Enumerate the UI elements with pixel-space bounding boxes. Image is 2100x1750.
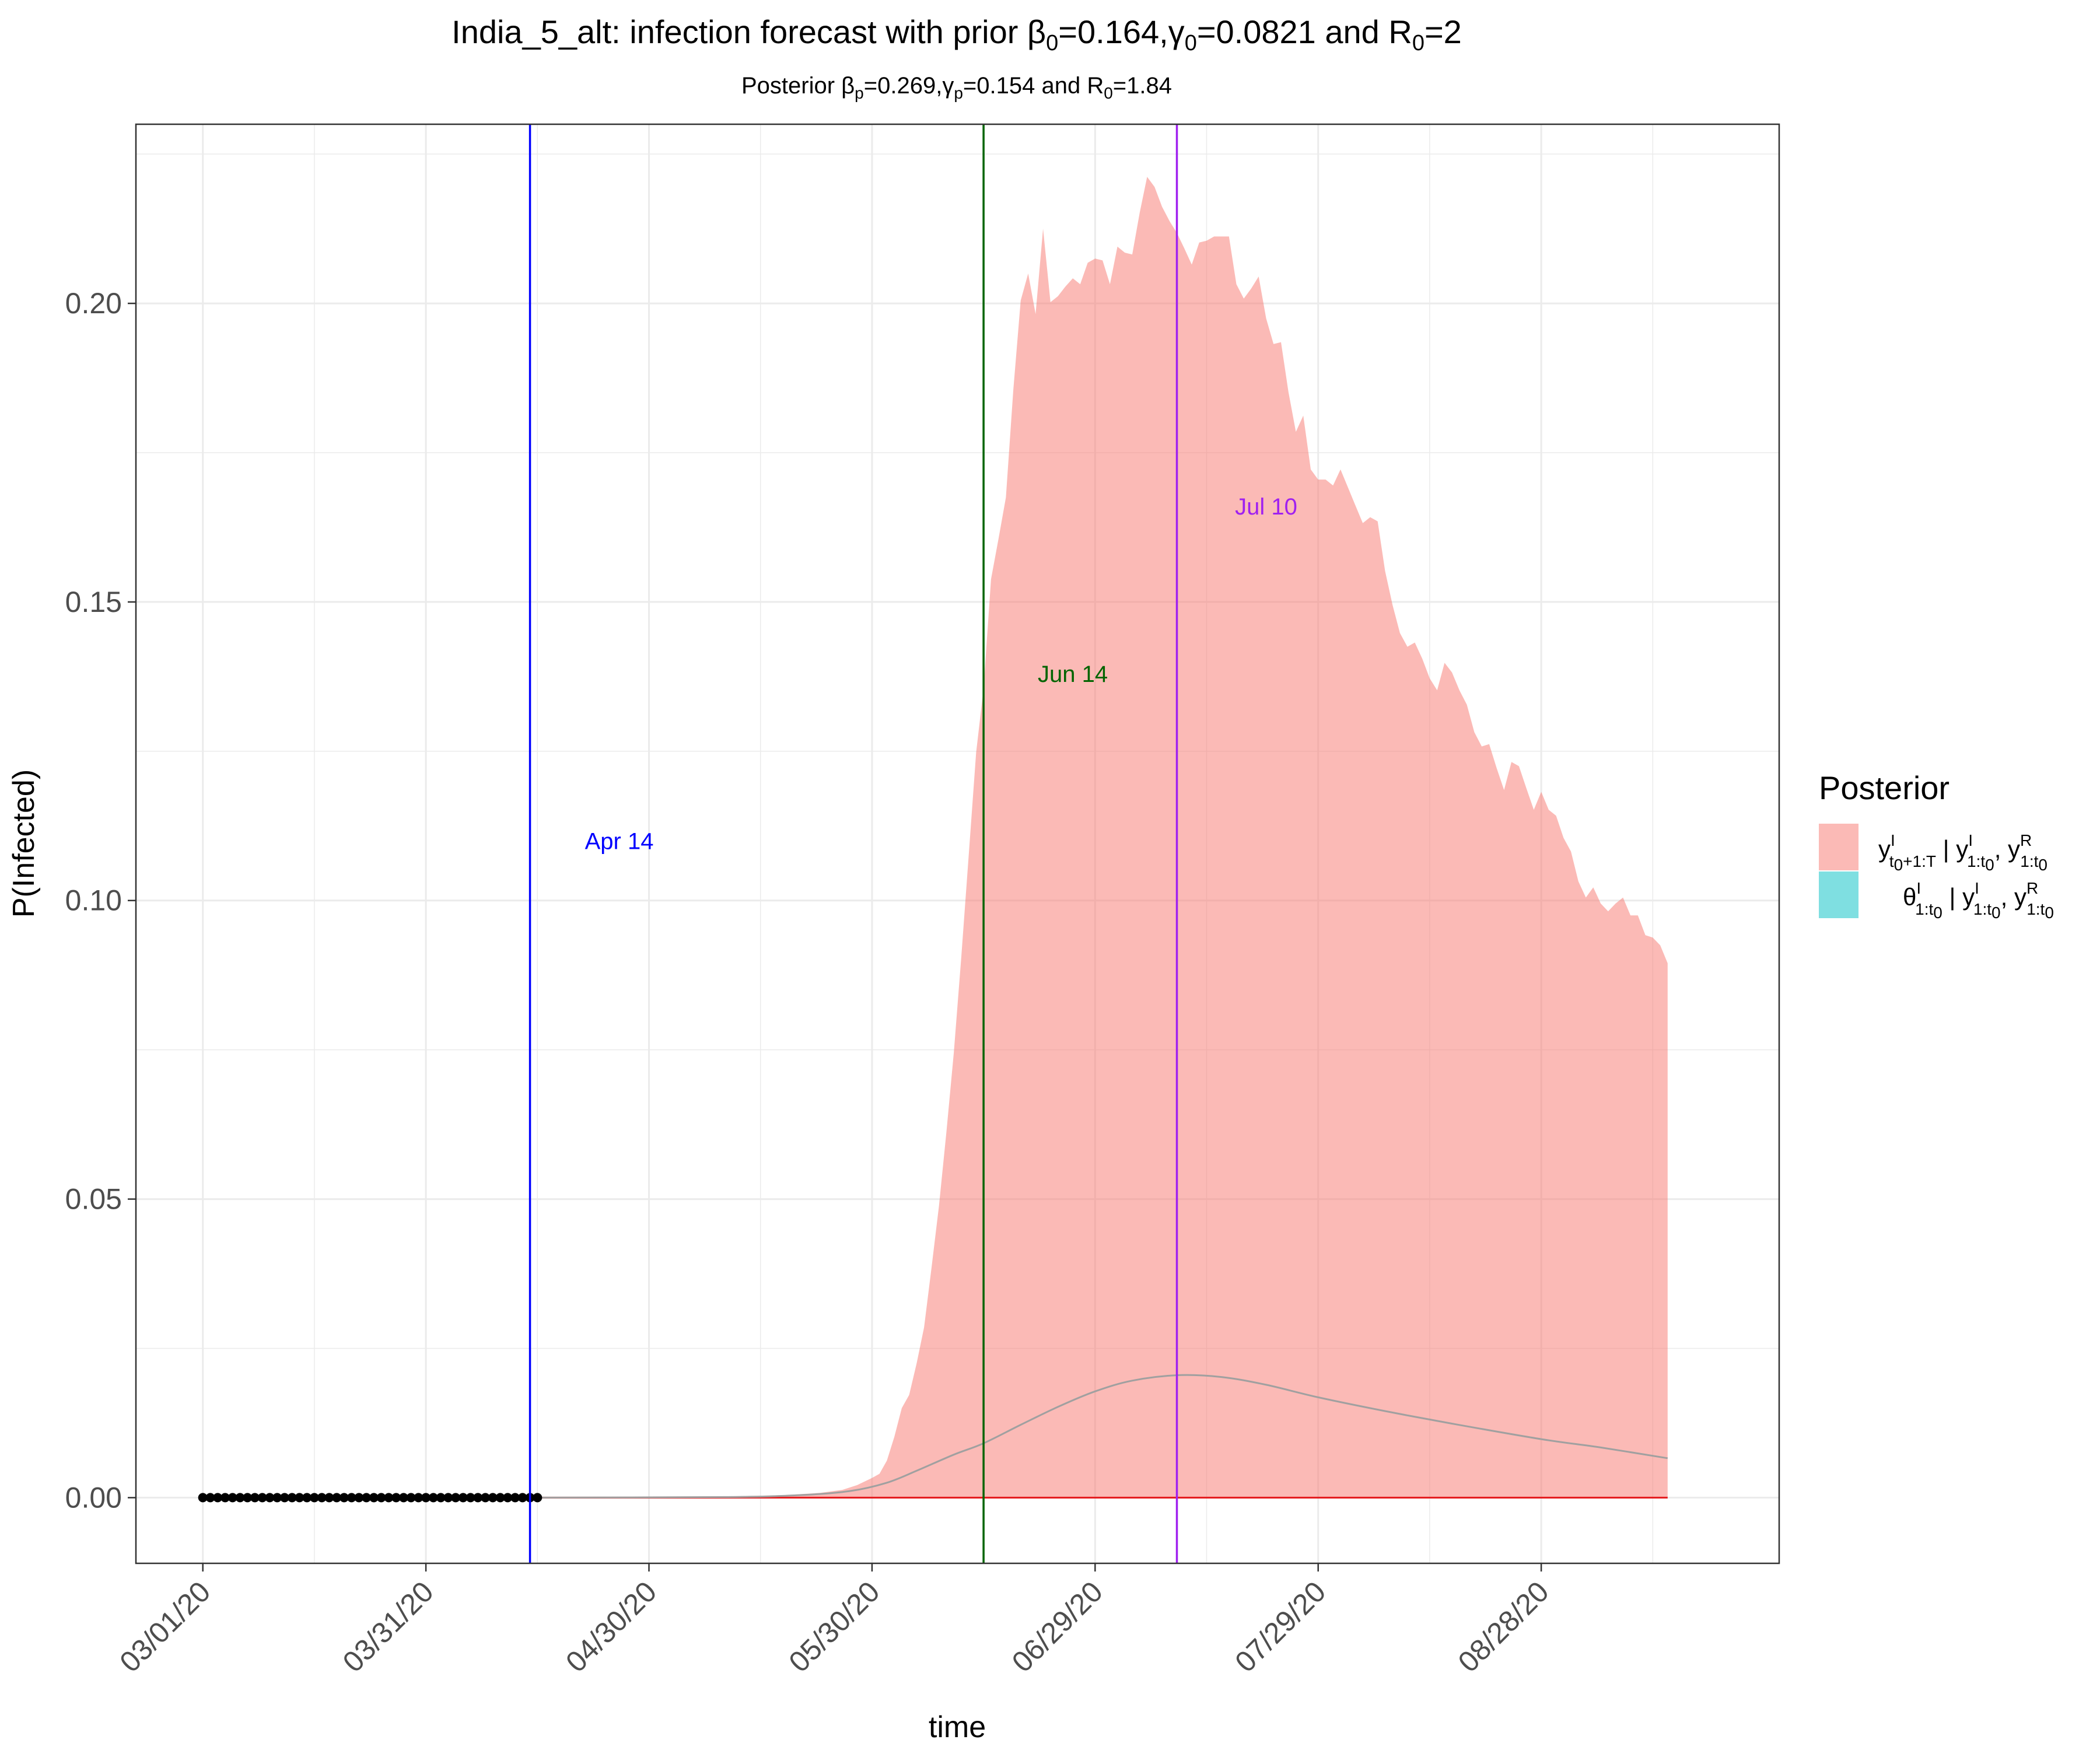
observed-point bbox=[510, 1493, 520, 1503]
observed-point bbox=[279, 1493, 289, 1503]
x-tick-label: 06/29/20 bbox=[1006, 1575, 1109, 1678]
observed-point bbox=[495, 1493, 505, 1503]
observed-point bbox=[458, 1493, 468, 1503]
chart-subtitle: Posterior βp=0.269,γp=0.154 and R0=1.84 bbox=[741, 73, 1172, 102]
observed-point bbox=[517, 1493, 527, 1503]
x-axis: 03/01/20 03/31/20 04/30/20 05/30/20 06/29/20… bbox=[113, 1563, 1555, 1678]
y-axis-title: P(Infected) bbox=[7, 769, 41, 918]
observed-point bbox=[398, 1493, 408, 1503]
observed-point bbox=[533, 1493, 542, 1503]
observed-point bbox=[250, 1493, 260, 1503]
observed-point bbox=[265, 1493, 275, 1503]
observed-point bbox=[228, 1493, 237, 1503]
observed-point bbox=[436, 1493, 446, 1503]
observed-point bbox=[443, 1493, 453, 1503]
event-label: Jul 10 bbox=[1235, 494, 1297, 520]
forecast-band bbox=[530, 177, 1668, 1498]
forecast-band-area bbox=[530, 177, 1668, 1498]
observed-point bbox=[317, 1493, 327, 1503]
observed-point bbox=[213, 1493, 223, 1503]
observed-point bbox=[346, 1493, 356, 1503]
observed-point bbox=[302, 1493, 312, 1503]
mean-line bbox=[530, 1374, 1668, 1499]
observed-point bbox=[354, 1493, 364, 1503]
x-tick-label: 03/31/20 bbox=[337, 1575, 440, 1678]
y-tick-label: 0.20 bbox=[65, 287, 122, 320]
observed-point bbox=[451, 1493, 461, 1503]
series-lines bbox=[530, 1374, 1668, 1499]
event-lines: Apr 14 Jun 14 Jul 10 bbox=[528, 124, 1297, 1563]
observed-point bbox=[481, 1493, 491, 1503]
y-tick-label: 0.10 bbox=[65, 884, 122, 917]
observed-point bbox=[309, 1493, 319, 1503]
observed-point bbox=[421, 1493, 431, 1503]
observed-point bbox=[339, 1493, 349, 1503]
chart-title: India_5_alt: infection forecast with pri… bbox=[452, 13, 1462, 55]
legend-key-posterior bbox=[1819, 872, 1859, 918]
observed-point bbox=[198, 1493, 208, 1503]
observed-point bbox=[205, 1493, 215, 1503]
legend-label-forecast: yI t0+1:T | yI 1:t0, yR 1:t0 bbox=[1878, 831, 2048, 874]
event-label: Jun 14 bbox=[1038, 662, 1108, 687]
observed-point bbox=[384, 1493, 394, 1503]
observed-point bbox=[406, 1493, 416, 1503]
y-tick-label: 0.00 bbox=[65, 1481, 122, 1514]
event-label: Apr 14 bbox=[585, 828, 654, 854]
observed-point bbox=[295, 1493, 304, 1503]
observed-point bbox=[376, 1493, 386, 1503]
legend: Posterior yI t0+1:T | yI 1:t0, yR 1:t0 θI 1:… bbox=[1819, 769, 2054, 922]
observed-point bbox=[473, 1493, 483, 1503]
x-tick-label: 08/28/20 bbox=[1452, 1575, 1555, 1678]
observed-point bbox=[369, 1493, 379, 1503]
observed-point bbox=[332, 1493, 342, 1503]
observed-point bbox=[287, 1493, 297, 1503]
observed-point bbox=[391, 1493, 401, 1503]
observed-point bbox=[488, 1493, 498, 1503]
x-tick-label: 04/30/20 bbox=[559, 1575, 663, 1678]
y-tick-label: 0.15 bbox=[65, 586, 122, 618]
observed-point bbox=[235, 1493, 245, 1503]
observed-point bbox=[428, 1493, 438, 1503]
observed-point bbox=[503, 1493, 513, 1503]
y-tick-label: 0.05 bbox=[65, 1183, 122, 1216]
observed-point bbox=[414, 1493, 424, 1503]
plot-border bbox=[135, 123, 1780, 1564]
x-tick-label: 05/30/20 bbox=[782, 1575, 886, 1678]
observed-point bbox=[272, 1493, 282, 1503]
x-tick-label: 07/29/20 bbox=[1228, 1575, 1332, 1678]
legend-label-posterior: θI 1:t0 | yI 1:t0, yR 1:t0 bbox=[1903, 879, 2054, 922]
observed-point bbox=[466, 1493, 475, 1503]
observed-point bbox=[362, 1493, 372, 1503]
observed-point bbox=[257, 1493, 267, 1503]
observed-point bbox=[324, 1493, 334, 1503]
x-axis-title: time bbox=[929, 1710, 986, 1744]
observed-point bbox=[220, 1493, 230, 1503]
y-axis: 0.00 0.05 0.10 0.15 0.20 bbox=[65, 287, 136, 1514]
legend-key-forecast bbox=[1819, 824, 1859, 870]
x-tick-label: 03/01/20 bbox=[113, 1575, 216, 1678]
legend-title: Posterior bbox=[1819, 769, 1950, 806]
observed-point bbox=[243, 1493, 253, 1503]
